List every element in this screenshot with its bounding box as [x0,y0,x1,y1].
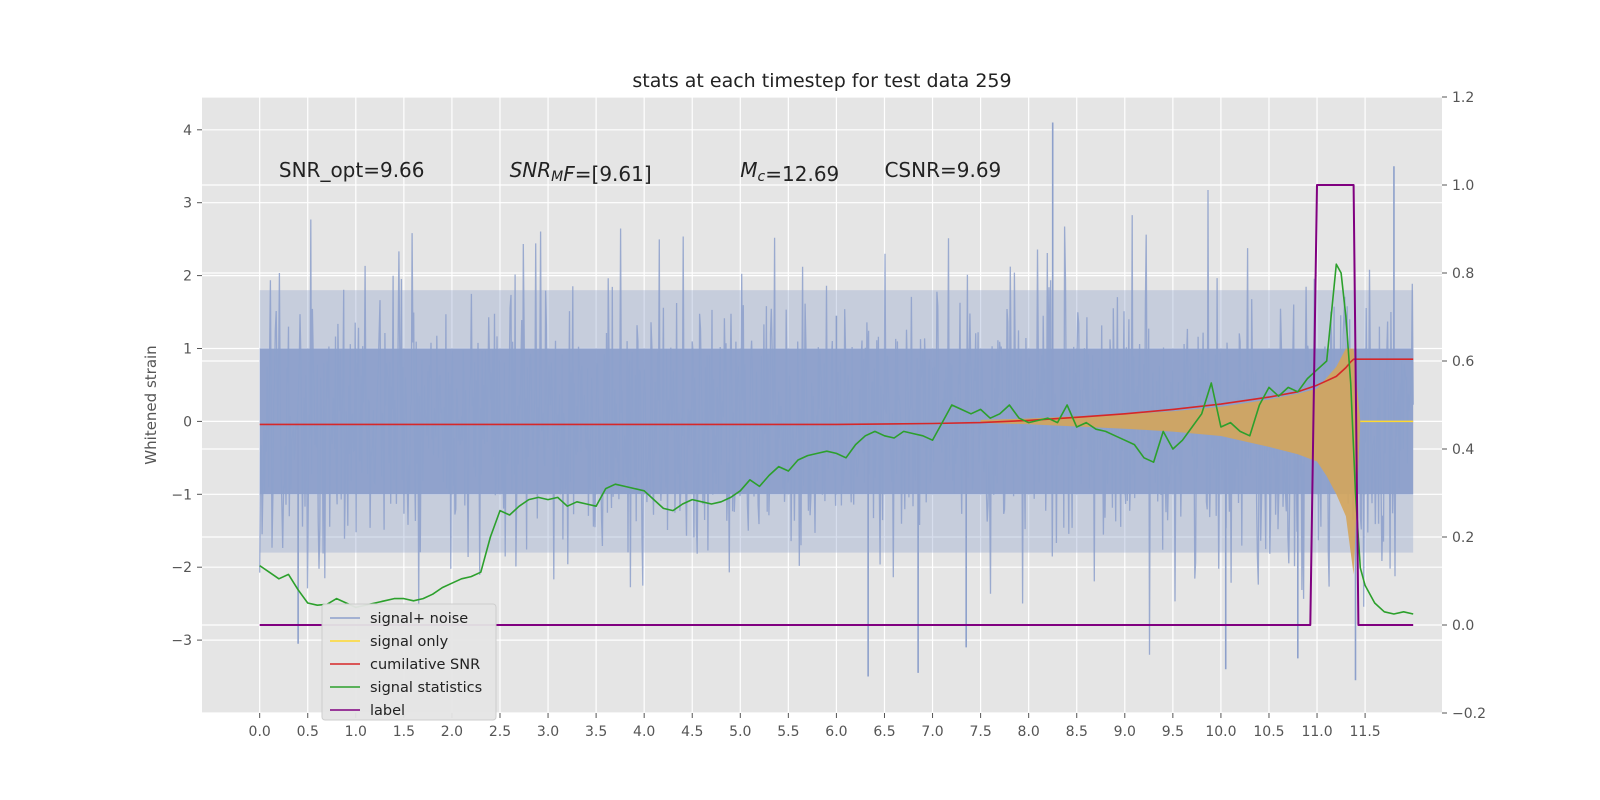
annotation-text: CSNR=9.69 [884,158,1001,182]
x-tick-label: 9.0 [1114,724,1136,740]
x-tick-label: 3.0 [537,724,559,740]
annotation-part: c [758,169,766,185]
y2-tick-label: −0.2 [1452,706,1486,722]
x-tick-label: 4.5 [681,724,703,740]
x-tick-label: 7.5 [969,724,991,740]
y-axis-ticks: 4 3 2 1 0 −1 −2 −3 [171,123,202,649]
y-tick-label: −3 [171,633,192,649]
x-tick-label: 3.5 [585,724,607,740]
x-tick-label: 10.0 [1205,724,1236,740]
y-tick-label: −2 [171,560,192,576]
y2-tick-label: 1.0 [1452,178,1474,194]
line-series [259,184,1414,626]
x-tick-label: 1.5 [393,724,415,740]
cumilative-snr-line [259,358,1414,426]
x-tick-label: 11.5 [1350,724,1381,740]
legend-label: signal+ noise [370,611,468,627]
legend: signal+ noise signal only cumilative SNR si… [321,603,497,721]
annotation-text: Mc=12.69 [740,158,839,186]
x-tick-label: 1.0 [345,724,367,740]
y2-tick-label: 0.4 [1452,442,1474,458]
annotation-part: M [551,169,563,185]
annotation-part: SNR [510,158,552,182]
annotation-part: M [740,158,757,182]
y-tick-label: −1 [171,487,192,503]
y-axis-label: Whitened strain [142,345,160,464]
annotations: SNR_opt=9.66 SNRMF=[9.61] Mc=12.69 CSNR=9.6… [279,158,1001,186]
annotation-part: =[9.61] [575,162,652,186]
annotation-part: =12.69 [765,162,839,186]
signal-envelope [980,348,1361,575]
annotation-part: CSNR=9.69 [884,158,1001,182]
x-tick-label: 6.0 [825,724,847,740]
x-tick-label: 0.0 [249,724,271,740]
legend-label: signal only [370,634,449,650]
annotation-part: F [563,162,575,186]
x-tick-label: 5.5 [777,724,799,740]
x-tick-label: 5.0 [729,724,751,740]
y-tick-label: 0 [183,414,192,430]
annotation-text: SNRMF=[9.61] [510,158,652,186]
label-line [259,184,1414,626]
y2-tick-label: 0.2 [1452,530,1474,546]
x-tick-label: 9.5 [1162,724,1184,740]
y2-tick-label: 0.6 [1452,354,1474,370]
y2-axis-ticks: 1.2 1.0 0.8 0.6 0.4 0.2 0.0 −0.2 [1442,90,1486,722]
legend-label: label [370,703,405,719]
y2-tick-label: 1.2 [1452,90,1474,106]
x-tick-label: 2.0 [441,724,463,740]
x-tick-label: 2.5 [489,724,511,740]
x-tick-label: 6.5 [873,724,895,740]
annotation-part: SNR_opt=9.66 [279,158,425,182]
x-tick-label: 0.5 [297,724,319,740]
x-tick-label: 8.0 [1018,724,1040,740]
x-tick-label: 10.5 [1253,724,1284,740]
x-tick-label: 11.0 [1301,724,1332,740]
signal-statistics-line [259,263,1414,615]
annotation-text: SNR_opt=9.66 [279,158,425,182]
y-tick-label: 1 [183,342,192,358]
x-tick-label: 8.5 [1066,724,1088,740]
y2-tick-label: 0.8 [1452,266,1474,282]
y2-tick-label: 0.0 [1452,618,1474,634]
x-axis-ticks: 0.0 0.5 1.0 1.5 2.0 2.5 3.0 3.5 4.0 4.5 5.0 5.5 6.0 6… [249,713,1381,740]
legend-label: cumilative SNR [370,657,480,673]
x-tick-label: 4.0 [633,724,655,740]
y-tick-label: 3 [183,196,192,212]
chart-title: stats at each timestep for test data 259 [632,70,1011,92]
legend-box [321,603,497,721]
signal-only-series [980,348,1414,575]
y-tick-label: 4 [183,123,192,139]
x-tick-label: 7.0 [921,724,943,740]
y-tick-label: 2 [183,269,192,285]
legend-label: signal statistics [370,680,482,696]
